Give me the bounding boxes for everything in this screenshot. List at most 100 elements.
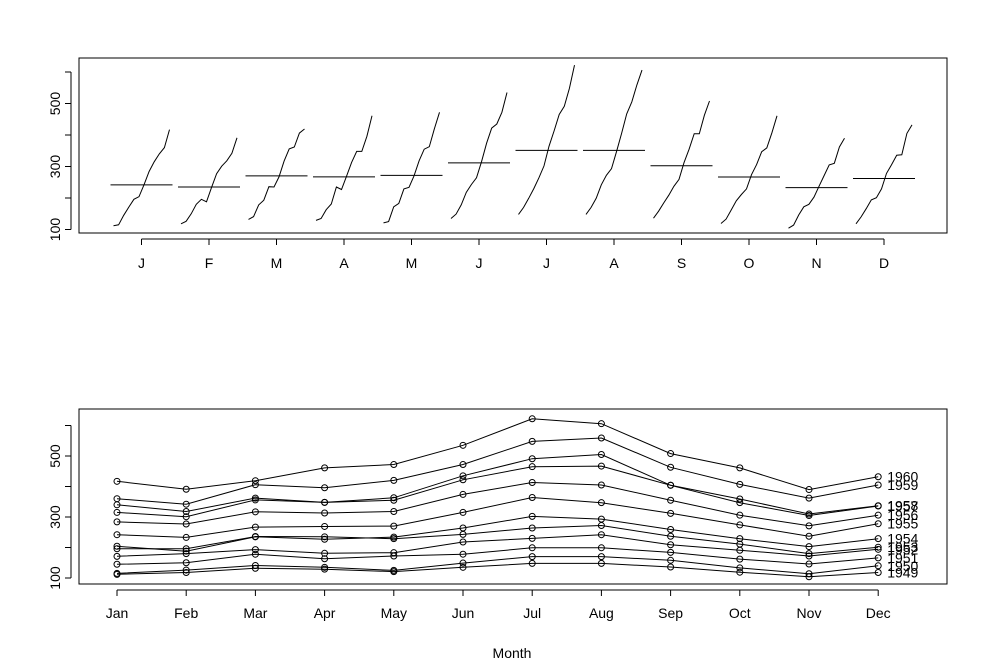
season-plot-marks — [113, 415, 882, 581]
season-plot-point — [874, 554, 882, 562]
season-plot-point — [874, 481, 882, 489]
season-plot-point — [113, 545, 121, 553]
season-plot-point — [251, 477, 259, 485]
season-plot-series-line — [116, 481, 879, 527]
season-plot-point — [667, 463, 675, 471]
month-plot-subseries-line — [855, 124, 913, 225]
season-plot-point — [736, 521, 744, 529]
season-plot-point — [321, 484, 329, 492]
month-plot-subseries-line — [315, 115, 373, 221]
season-plot-point — [251, 561, 259, 569]
season-plot-point — [805, 510, 813, 518]
season-plot-point — [667, 496, 675, 504]
season-plot-point — [113, 518, 121, 526]
season-plot-point — [113, 569, 121, 577]
season-plot-x-tick-label: Sep — [658, 605, 683, 621]
season-plot-point — [874, 520, 882, 528]
season-plot-x-tick-label: Jan — [106, 605, 129, 621]
season-plot-point — [528, 559, 536, 567]
season-plot-point — [459, 559, 467, 567]
season-plot-point — [805, 570, 813, 578]
season-plot-series-line — [116, 418, 879, 491]
season-plot-point — [597, 515, 605, 523]
season-plot-series-line — [116, 453, 879, 515]
season-plot-point — [321, 565, 329, 573]
season-plot-year-label: 1955 — [887, 516, 918, 532]
season-plot-point — [251, 546, 259, 554]
season-plot-point — [459, 524, 467, 532]
season-plot-point — [321, 509, 329, 517]
season-plot-panel: 100 300 500 Jan Feb Mar Apr May Jun Jul Aug Sep Oct… — [47, 408, 948, 661]
season-plot-point — [528, 512, 536, 520]
season-plot-point — [874, 511, 882, 519]
month-plot-x-tick-label: J — [543, 255, 550, 271]
month-plot-x-tick-label: F — [205, 255, 214, 271]
season-plot-point — [321, 464, 329, 472]
season-plot-point — [667, 548, 675, 556]
season-plot-year-label: 1956 — [887, 507, 918, 523]
season-plot-point — [805, 522, 813, 530]
season-plot-point — [805, 494, 813, 502]
season-plot-point — [113, 508, 121, 516]
season-plot-point — [182, 550, 190, 558]
month-plot-y-tick-label: 300 — [47, 155, 63, 179]
season-plot-x-tick-label: Jun — [452, 605, 475, 621]
season-plot-year-label: 1960 — [887, 469, 918, 485]
season-plot-point — [667, 563, 675, 571]
season-plot-point — [736, 535, 744, 543]
season-plot-point — [528, 544, 536, 552]
month-plot-x-tick-label: M — [271, 255, 283, 271]
season-plot-y-tick-label: 100 — [47, 566, 63, 590]
season-plot-point — [736, 495, 744, 503]
season-plot-point — [390, 496, 398, 504]
month-plot-x-tick-label: N — [811, 255, 821, 271]
month-plot-y-tick-label: 100 — [47, 218, 63, 242]
season-plot-year-label: 1958 — [887, 498, 918, 514]
season-plot-point — [874, 502, 882, 510]
month-plot-y-axis: 100 300 500 — [47, 71, 72, 242]
season-plot-point — [736, 540, 744, 548]
season-plot-point — [805, 550, 813, 558]
season-plot-point — [182, 569, 190, 577]
season-plot-point — [459, 550, 467, 558]
month-plot-x-tick-label: A — [339, 255, 349, 271]
season-plot-point — [459, 563, 467, 571]
season-plot-point — [251, 494, 259, 502]
season-plot-point — [597, 559, 605, 567]
season-plot-x-tick-label: Feb — [174, 605, 198, 621]
season-plot-point — [390, 476, 398, 484]
season-plot-point — [597, 531, 605, 539]
month-plot-subseries-line — [450, 92, 508, 219]
month-plot-x-tick-label: J — [138, 255, 145, 271]
season-plot-point — [251, 496, 259, 504]
month-plot-marks — [110, 64, 915, 229]
season-plot-point — [736, 480, 744, 488]
season-plot-point — [390, 508, 398, 516]
season-plot-series-line — [116, 515, 879, 552]
season-plot-point — [667, 509, 675, 517]
month-plot-subseries-line — [653, 100, 710, 219]
season-plot-point — [874, 545, 882, 553]
season-plot-point — [736, 499, 744, 507]
season-plot-point — [597, 434, 605, 442]
month-plot-subseries-line — [180, 137, 238, 225]
season-plot-point — [597, 462, 605, 470]
season-plot-point — [182, 485, 190, 493]
season-plot-x-tick-label: Oct — [729, 605, 751, 621]
season-plot-point — [805, 486, 813, 494]
season-plot-point — [874, 543, 882, 551]
month-plot-x-tick-label: A — [609, 255, 619, 271]
season-plot-point — [459, 538, 467, 546]
season-plot-x-tick-label: Mar — [243, 605, 267, 621]
season-plot-point — [667, 526, 675, 534]
season-plot-point — [667, 450, 675, 458]
month-plot-x-tick-label: D — [879, 255, 889, 271]
season-plot-point — [528, 415, 536, 423]
season-plot-point — [528, 524, 536, 532]
season-plot-point — [321, 533, 329, 541]
season-plot-point — [874, 569, 882, 577]
season-plot-point — [736, 511, 744, 519]
season-plot-point — [805, 552, 813, 560]
season-plot-point — [736, 568, 744, 576]
season-plot-year-label: 1954 — [887, 531, 918, 547]
